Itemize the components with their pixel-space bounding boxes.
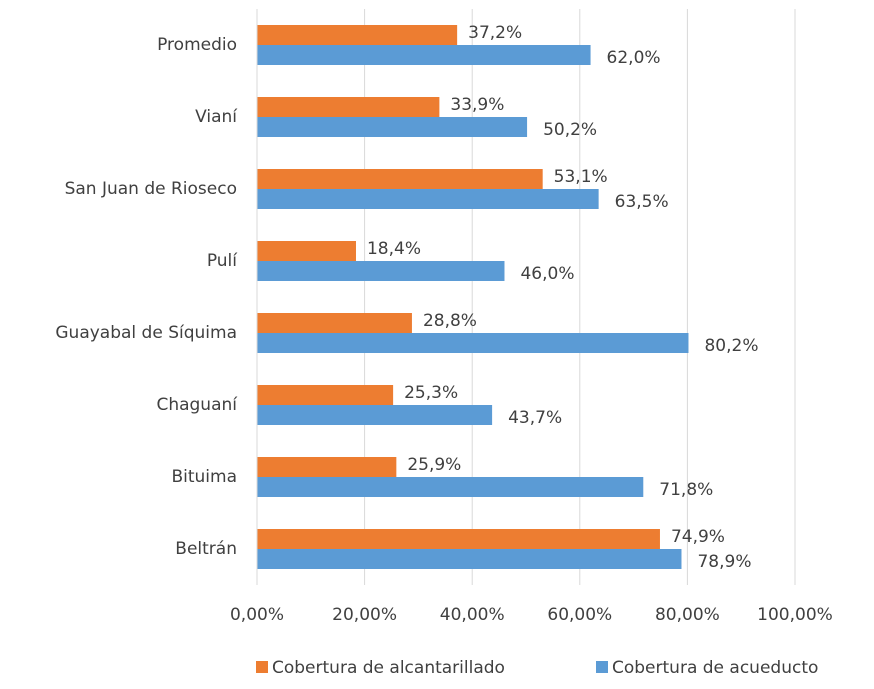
data-label: 25,3% xyxy=(404,383,458,403)
data-label: 53,1% xyxy=(554,167,608,187)
bar xyxy=(257,117,528,137)
bar xyxy=(257,45,591,65)
bar xyxy=(257,549,682,569)
x-tick-label: 0,00% xyxy=(230,605,284,625)
legend-label: Cobertura de acueducto xyxy=(612,658,818,678)
bar xyxy=(257,169,543,189)
data-label: 62,0% xyxy=(607,48,661,68)
y-tick-label: San Juan de Rioseco xyxy=(65,179,237,199)
y-tick-label: Vianí xyxy=(195,107,238,127)
bar xyxy=(257,529,660,549)
data-label: 74,9% xyxy=(671,527,725,547)
data-label: 80,2% xyxy=(704,336,758,356)
bar xyxy=(257,241,356,261)
bar xyxy=(257,189,599,209)
x-tick-label: 80,00% xyxy=(655,605,720,625)
y-tick-label: Chaguaní xyxy=(156,395,238,415)
y-tick-label: Guayabal de Síquima xyxy=(55,323,237,343)
bar xyxy=(257,261,505,281)
data-label: 63,5% xyxy=(615,192,669,212)
x-tick-label: 100,00% xyxy=(757,605,833,625)
y-tick-label: Bituima xyxy=(171,467,237,487)
bar xyxy=(257,97,440,117)
data-label: 28,8% xyxy=(423,311,477,331)
y-tick-label: Promedio xyxy=(157,35,237,55)
bar xyxy=(257,385,394,405)
bar xyxy=(257,313,412,333)
x-tick-label: 60,00% xyxy=(547,605,612,625)
data-label: 71,8% xyxy=(659,480,713,500)
bar xyxy=(257,405,493,425)
legend-swatch xyxy=(596,661,608,673)
bar xyxy=(257,457,397,477)
data-label: 46,0% xyxy=(520,264,574,284)
data-label: 18,4% xyxy=(367,239,421,259)
x-tick-label: 20,00% xyxy=(332,605,397,625)
y-tick-label: Beltrán xyxy=(175,539,237,559)
legend-label: Cobertura de alcantarillado xyxy=(272,658,505,678)
legend-swatch xyxy=(256,661,268,673)
bar xyxy=(257,25,458,45)
data-label: 78,9% xyxy=(697,552,751,572)
data-label: 33,9% xyxy=(450,95,504,115)
data-label: 25,9% xyxy=(407,455,461,475)
x-tick-label: 40,00% xyxy=(440,605,505,625)
bar xyxy=(257,333,689,353)
bar xyxy=(257,477,644,497)
data-label: 50,2% xyxy=(543,120,597,140)
y-tick-label: Pulí xyxy=(207,251,238,271)
data-label: 37,2% xyxy=(468,23,522,43)
data-label: 43,7% xyxy=(508,408,562,428)
